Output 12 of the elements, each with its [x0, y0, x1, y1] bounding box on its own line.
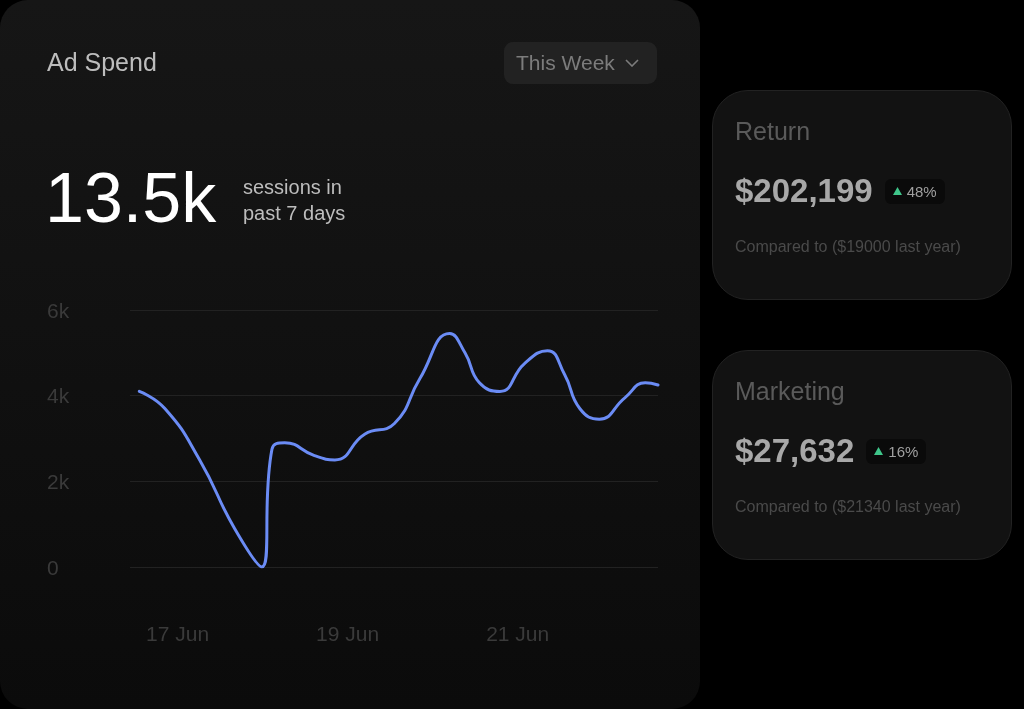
text: Marketing	[735, 377, 846, 406]
chart-title: Ad Spend	[47, 48, 157, 77]
text: Compared to ($21340 last year)	[735, 498, 962, 516]
text: Return	[735, 117, 812, 146]
text: $202,199	[735, 172, 873, 210]
text: sessions in past 7 days	[243, 175, 347, 226]
text: 48%	[884, 178, 945, 204]
text: Compared to ($19000 last year)	[735, 238, 962, 256]
text: $27,632	[735, 432, 855, 470]
text: 13.5k	[45, 158, 217, 238]
text: 16%	[866, 438, 927, 464]
text: This Week	[516, 51, 615, 75]
